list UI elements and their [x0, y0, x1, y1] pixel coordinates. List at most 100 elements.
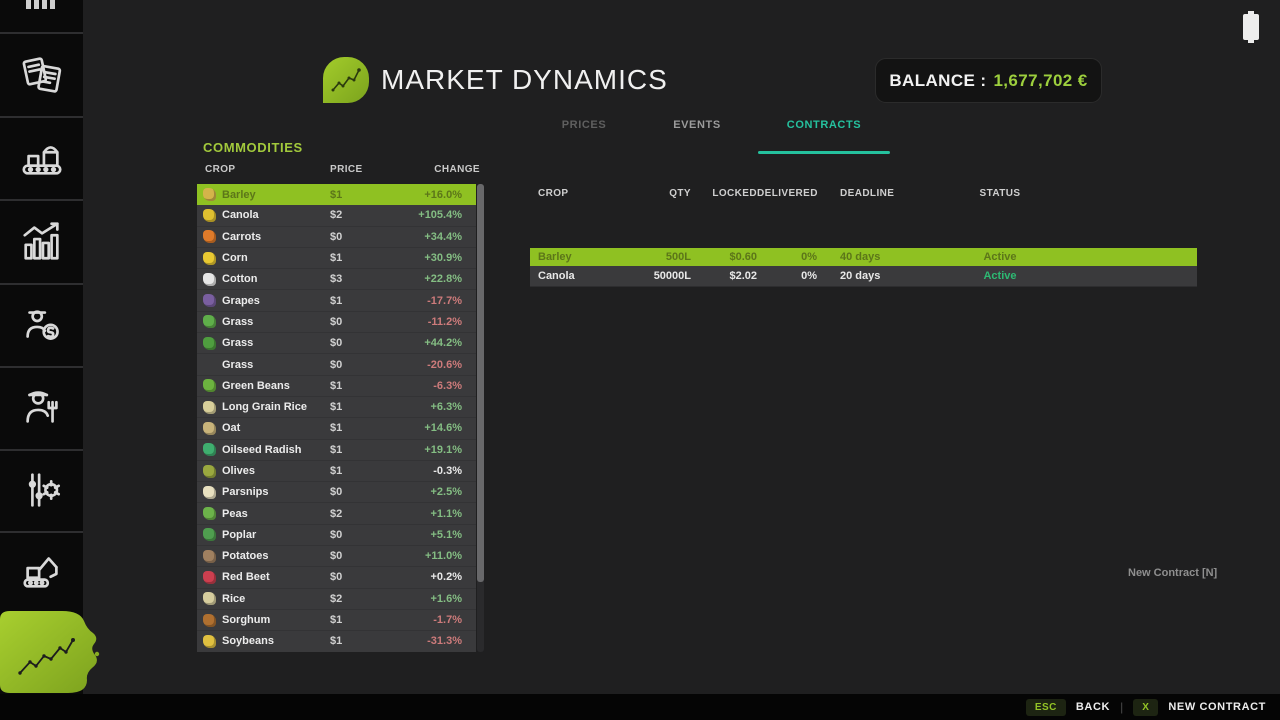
- production-icon: [21, 146, 62, 175]
- sidebar-item-production[interactable]: [0, 120, 83, 196]
- sidebar-item-market-dynamics-active[interactable]: [0, 611, 100, 695]
- sidebar-item-statistics[interactable]: [0, 203, 83, 279]
- commodity-row[interactable]: Canola $2 +105.4%: [197, 205, 476, 227]
- back-button[interactable]: BACK: [1075, 701, 1111, 713]
- commodity-row[interactable]: Sorghum $1 -1.7%: [197, 610, 476, 632]
- crop-change: +44.2%: [424, 337, 462, 350]
- commodity-row[interactable]: Soybeans $1 -31.3%: [197, 631, 476, 652]
- commodity-row[interactable]: Grass $0 +44.2%: [197, 333, 476, 355]
- col-status: STATUS: [979, 188, 1021, 199]
- crop-name: Long Grain Rice: [222, 401, 307, 414]
- sidebar: [0, 0, 100, 720]
- divider: [0, 531, 83, 533]
- crop-change: -11.2%: [427, 315, 462, 328]
- col-price: PRICE: [330, 164, 363, 175]
- crop-icon: [203, 230, 216, 244]
- commodity-row[interactable]: Parsnips $0 +2.5%: [197, 482, 476, 504]
- sidebar-item-farming[interactable]: [0, 370, 83, 446]
- col-qty: QTY: [669, 188, 691, 199]
- contract-crop: Canola: [538, 270, 575, 282]
- settings-sliders-icon: [28, 473, 60, 507]
- balance-badge: BALANCE : 1,677,702 €: [875, 58, 1102, 103]
- col-crop: CROP: [205, 164, 236, 175]
- crop-name: Grass: [222, 358, 254, 371]
- crop-icon: [203, 294, 216, 308]
- commodity-row[interactable]: Olives $1 -0.3%: [197, 461, 476, 483]
- sidebar-item-contracts[interactable]: [0, 40, 83, 110]
- commodity-row[interactable]: Cotton $3 +22.8%: [197, 269, 476, 291]
- divider: [0, 449, 83, 451]
- tab-events[interactable]: EVENTS: [673, 119, 721, 131]
- crop-change: +34.4%: [424, 230, 462, 243]
- documents-icon: [22, 57, 61, 93]
- balance-value: 1,677,702 €: [993, 70, 1088, 90]
- commodity-row[interactable]: Green Beans $1 -6.3%: [197, 376, 476, 397]
- col-crop: CROP: [538, 188, 569, 199]
- crop-change: +1.6%: [430, 592, 463, 605]
- commodity-row[interactable]: Peas $2 +1.1%: [197, 503, 476, 525]
- crop-name: Oilseed Radish: [222, 443, 302, 456]
- commodity-row[interactable]: Poplar $0 +5.1%: [197, 525, 476, 547]
- crop-price: $2: [330, 209, 343, 222]
- commodity-row[interactable]: Carrots $0 +34.4%: [197, 227, 476, 248]
- crop-name: Corn: [222, 252, 248, 265]
- divider: [0, 116, 83, 118]
- new-contract-button[interactable]: NEW CONTRACT: [1168, 701, 1266, 713]
- sidebar-item-settings[interactable]: [0, 453, 83, 527]
- crop-price: $0: [330, 230, 343, 243]
- crop-icon: [203, 251, 216, 265]
- esc-keycap[interactable]: ESC: [1025, 698, 1066, 716]
- commodity-row[interactable]: Oat $1 +14.6%: [197, 418, 476, 440]
- commodity-row[interactable]: Rice $2 +1.6%: [197, 589, 476, 610]
- market-dynamics-icon: [18, 638, 75, 675]
- commodity-row[interactable]: Barley $1 +16.0%: [197, 184, 476, 206]
- crop-icon: [203, 336, 216, 350]
- crop-icon: [203, 613, 216, 627]
- commodity-row[interactable]: Oilseed Radish $1 +19.1%: [197, 440, 476, 461]
- contract-qty: 50000L: [653, 270, 691, 282]
- contract-row[interactable]: Barley 500L $0.60 0% 40 days Active: [530, 248, 1197, 266]
- phone-icon: [1243, 11, 1259, 43]
- crop-change: +5.1%: [430, 528, 463, 541]
- sidebar-item-top-partial[interactable]: [26, 0, 58, 10]
- crop-price: $1: [330, 635, 343, 648]
- commodity-row[interactable]: Grass $0 -20.6%: [197, 354, 476, 376]
- crop-name: Green Beans: [222, 379, 290, 392]
- crop-price: $1: [330, 252, 343, 265]
- contract-deadline: 40 days: [840, 251, 881, 263]
- crop-price: $0: [330, 315, 343, 328]
- crop-price: $0: [330, 571, 343, 584]
- sidebar-item-finances[interactable]: [0, 287, 83, 363]
- x-keycap[interactable]: X: [1133, 698, 1159, 716]
- commodity-row[interactable]: Red Beet $0 +0.2%: [197, 567, 476, 589]
- tab-contracts[interactable]: CONTRACTS: [786, 119, 862, 131]
- crop-change: -6.3%: [433, 379, 462, 392]
- commodities-scrollbar-track[interactable]: [477, 184, 484, 652]
- commodities-scrollbar-thumb[interactable]: [477, 184, 484, 582]
- crop-price: $0: [330, 550, 343, 563]
- crop-name: Barley: [222, 188, 256, 201]
- divider: [0, 32, 83, 34]
- commodities-list: Barley $1 +16.0% Canola $2 +105.4% Carro…: [197, 184, 476, 652]
- contracts-list: Barley 500L $0.60 0% 40 days Active Cano…: [530, 248, 1197, 287]
- commodity-row[interactable]: Grapes $1 -17.7%: [197, 290, 476, 312]
- crop-change: -31.3%: [427, 635, 462, 648]
- farmer-money-icon: [25, 310, 59, 340]
- commodity-row[interactable]: Potatoes $0 +11.0%: [197, 546, 476, 568]
- divider: [0, 366, 83, 368]
- crop-change: +6.3%: [430, 401, 463, 414]
- contract-crop: Barley: [538, 251, 572, 263]
- divider: [0, 283, 83, 285]
- logo-chart-icon: [331, 68, 361, 92]
- crop-icon: [203, 528, 216, 542]
- crop-change: -20.6%: [427, 358, 462, 371]
- commodity-row[interactable]: Long Grain Rice $1 +6.3%: [197, 397, 476, 419]
- commodity-row[interactable]: Corn $1 +30.9%: [197, 248, 476, 270]
- contract-qty: 500L: [665, 251, 691, 263]
- sidebar-item-construction[interactable]: [0, 535, 83, 607]
- crop-price: $2: [330, 507, 343, 520]
- crop-change: -1.7%: [433, 614, 462, 627]
- contract-row[interactable]: Canola 50000L $2.02 0% 20 days Active: [530, 266, 1197, 287]
- tab-prices[interactable]: PRICES: [561, 119, 607, 131]
- commodity-row[interactable]: Grass $0 -11.2%: [197, 312, 476, 334]
